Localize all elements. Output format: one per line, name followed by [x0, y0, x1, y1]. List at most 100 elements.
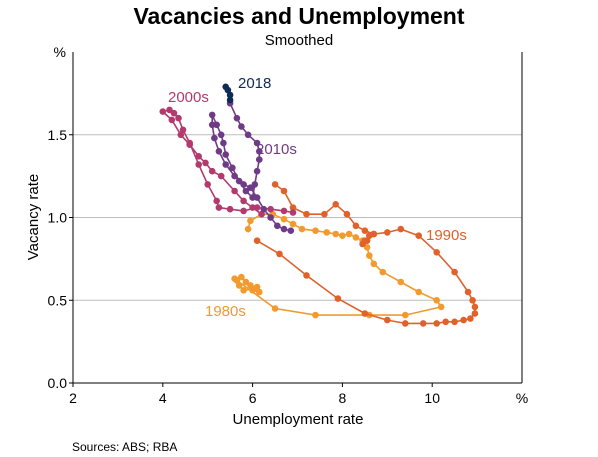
- label-1980s: 1980s: [205, 303, 246, 320]
- data-point-1980s: [247, 217, 254, 225]
- x-tick-label: 10: [424, 390, 440, 406]
- data-point-1990s: [415, 232, 423, 239]
- series-1990s: [253, 181, 479, 327]
- data-point-2010s: [260, 205, 268, 213]
- data-point-1990s: [384, 229, 391, 236]
- data-point-2010s: [222, 151, 229, 158]
- data-point-1980s: [240, 287, 247, 294]
- data-point-2010s: [255, 156, 263, 163]
- data-point-1990s: [352, 222, 360, 230]
- data-point-2010s: [213, 121, 220, 129]
- data-point-2000s: [258, 210, 265, 218]
- data-point-2018: [226, 96, 234, 104]
- data-point-1990s: [471, 303, 479, 311]
- data-point-2000s: [168, 116, 176, 124]
- data-point-2000s: [177, 131, 185, 139]
- data-point-1990s: [397, 225, 405, 233]
- data-point-2010s: [253, 139, 261, 147]
- data-point-2000s: [215, 204, 223, 211]
- data-point-1980s: [397, 278, 405, 286]
- data-point-1990s: [370, 230, 378, 238]
- data-point-1980s: [323, 229, 331, 236]
- data-point-1990s: [334, 295, 342, 302]
- y-tick-label: 1.0: [48, 210, 68, 226]
- series-line-1990s: [256, 183, 476, 325]
- data-point-2010s: [235, 177, 243, 185]
- data-point-2010s: [229, 164, 236, 172]
- data-point-2000s: [175, 114, 182, 122]
- data-point-2000s: [240, 207, 247, 215]
- label-1990s: 1990s: [426, 227, 467, 244]
- data-point-2000s: [179, 126, 187, 134]
- data-point-1990s: [253, 237, 261, 244]
- data-point-2010s: [255, 148, 263, 155]
- data-point-2010s: [274, 222, 281, 230]
- data-point-1980s: [352, 234, 360, 241]
- x-tick-labels: 2 4 6 8 10%: [69, 383, 528, 406]
- x-tick-label: 6: [249, 390, 257, 406]
- data-point-2010s: [244, 131, 252, 139]
- data-point-1990s: [361, 237, 369, 244]
- data-point-1990s: [384, 316, 391, 324]
- series-2010s: [208, 100, 295, 234]
- y-axis-label: Vacancy rate: [25, 174, 42, 260]
- data-point-2000s: [267, 205, 274, 213]
- y-tick-label: 0.0: [48, 375, 68, 391]
- label-2018: 2018: [238, 75, 271, 92]
- data-point-1980s: [244, 225, 252, 233]
- data-point-1980s: [332, 230, 340, 238]
- data-point-1980s: [312, 227, 319, 234]
- series-1980s: [231, 210, 445, 319]
- data-point-1990s: [451, 268, 458, 276]
- series-2018: [222, 83, 234, 104]
- data-point-2018: [226, 91, 234, 99]
- data-point-1990s: [419, 320, 427, 327]
- chart-title: Vacancies and Unemployment: [133, 3, 464, 29]
- y-tick-labels: 0.0 0.5 1.0 1.5: [48, 127, 73, 391]
- data-point-2000s: [289, 209, 297, 216]
- data-point-2000s: [202, 159, 209, 167]
- data-point-1990s: [321, 210, 328, 218]
- data-point-1980s: [370, 260, 378, 268]
- data-point-1980s: [233, 277, 241, 284]
- y-tick-label: 1.5: [48, 127, 68, 143]
- data-point-1990s: [361, 227, 369, 234]
- data-point-2000s: [213, 197, 220, 205]
- data-point-1980s: [379, 268, 387, 276]
- data-point-1980s: [402, 311, 409, 319]
- data-point-2000s: [226, 205, 234, 213]
- data-point-2000s: [231, 187, 238, 195]
- data-point-2010s: [287, 227, 295, 234]
- series-group: [159, 83, 479, 327]
- data-point-1990s: [271, 181, 279, 188]
- data-point-1990s: [303, 272, 310, 279]
- chart-subtitle: Smoothed: [265, 32, 333, 49]
- data-point-1990s: [467, 315, 474, 322]
- label-2010s: 2010s: [256, 141, 297, 158]
- data-point-1980s: [415, 288, 423, 296]
- data-point-2000s: [186, 141, 193, 148]
- grid: [73, 134, 522, 301]
- data-point-1990s: [332, 201, 340, 208]
- x-tick-label: 4: [159, 390, 167, 406]
- data-point-1980s: [280, 215, 288, 223]
- data-point-1980s: [437, 303, 445, 311]
- data-point-1980s: [289, 220, 297, 228]
- data-point-1990s: [442, 318, 450, 326]
- x-tick-label: %: [516, 390, 528, 406]
- data-point-1990s: [433, 320, 441, 327]
- data-point-2010s: [242, 187, 250, 195]
- sources-note: Sources: ABS; RBA: [72, 440, 177, 454]
- x-tick-label: 2: [69, 390, 77, 406]
- data-point-2000s: [280, 207, 288, 215]
- y-tick-label: 0.5: [48, 292, 68, 308]
- data-point-2010s: [208, 111, 216, 119]
- data-point-1990s: [276, 250, 283, 258]
- data-point-1980s: [366, 252, 373, 259]
- data-point-1990s: [402, 320, 409, 327]
- data-point-1980s: [339, 232, 346, 239]
- data-point-1980s: [271, 305, 279, 312]
- data-point-1980s: [298, 225, 306, 233]
- data-point-2000s: [166, 106, 173, 114]
